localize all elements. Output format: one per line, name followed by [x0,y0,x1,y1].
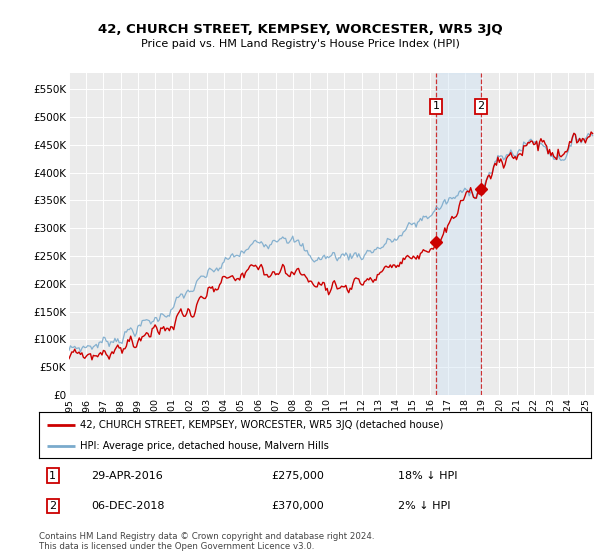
Text: Contains HM Land Registry data © Crown copyright and database right 2024.
This d: Contains HM Land Registry data © Crown c… [39,532,374,551]
Text: 29-APR-2016: 29-APR-2016 [91,471,163,481]
Text: 2: 2 [477,101,484,111]
Bar [436,73,481,395]
Text: Price paid vs. HM Land Registry's House Price Index (HPI): Price paid vs. HM Land Registry's House … [140,39,460,49]
Text: HPI: Average price, detached house, Malvern Hills: HPI: Average price, detached house, Malv… [80,441,329,451]
Text: 42, CHURCH STREET, KEMPSEY, WORCESTER, WR5 3JQ (detached house): 42, CHURCH STREET, KEMPSEY, WORCESTER, W… [80,419,444,430]
Text: 1: 1 [433,101,439,111]
Text: 18% ↓ HPI: 18% ↓ HPI [398,471,457,481]
Text: £370,000: £370,000 [271,501,323,511]
Text: 2: 2 [49,501,56,511]
Text: 42, CHURCH STREET, KEMPSEY, WORCESTER, WR5 3JQ: 42, CHURCH STREET, KEMPSEY, WORCESTER, W… [98,22,502,36]
Text: 1: 1 [49,471,56,481]
Text: 06-DEC-2018: 06-DEC-2018 [91,501,165,511]
Text: £275,000: £275,000 [271,471,324,481]
Text: 2% ↓ HPI: 2% ↓ HPI [398,501,451,511]
